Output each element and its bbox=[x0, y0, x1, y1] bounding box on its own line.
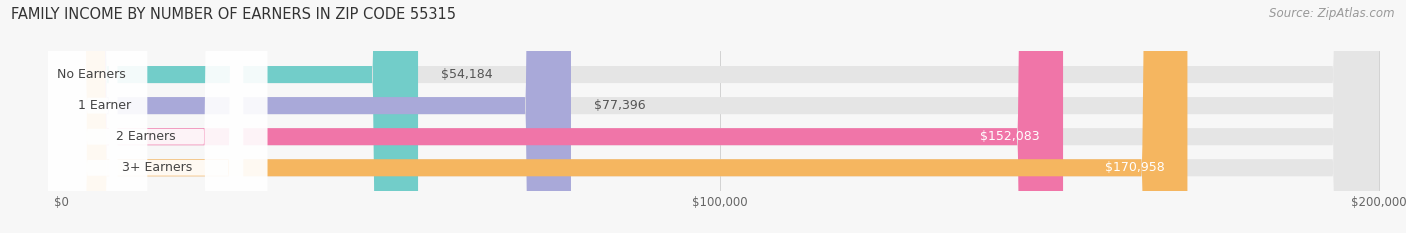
Text: FAMILY INCOME BY NUMBER OF EARNERS IN ZIP CODE 55315: FAMILY INCOME BY NUMBER OF EARNERS IN ZI… bbox=[11, 7, 457, 22]
FancyBboxPatch shape bbox=[60, 0, 1063, 233]
Text: 3+ Earners: 3+ Earners bbox=[122, 161, 193, 174]
Text: $54,184: $54,184 bbox=[441, 68, 492, 81]
FancyBboxPatch shape bbox=[60, 0, 418, 233]
FancyBboxPatch shape bbox=[48, 0, 148, 233]
FancyBboxPatch shape bbox=[60, 0, 1188, 233]
Text: 1 Earner: 1 Earner bbox=[77, 99, 131, 112]
Text: $152,083: $152,083 bbox=[980, 130, 1040, 143]
Text: Source: ZipAtlas.com: Source: ZipAtlas.com bbox=[1270, 7, 1395, 20]
FancyBboxPatch shape bbox=[60, 0, 1379, 233]
FancyBboxPatch shape bbox=[60, 0, 1379, 233]
FancyBboxPatch shape bbox=[48, 0, 118, 233]
FancyBboxPatch shape bbox=[60, 0, 571, 233]
FancyBboxPatch shape bbox=[60, 0, 1379, 233]
Text: $170,958: $170,958 bbox=[1105, 161, 1164, 174]
Text: $77,396: $77,396 bbox=[595, 99, 645, 112]
Text: 2 Earners: 2 Earners bbox=[117, 130, 176, 143]
Text: No Earners: No Earners bbox=[58, 68, 125, 81]
FancyBboxPatch shape bbox=[60, 0, 1379, 233]
FancyBboxPatch shape bbox=[48, 0, 267, 233]
FancyBboxPatch shape bbox=[48, 0, 243, 233]
